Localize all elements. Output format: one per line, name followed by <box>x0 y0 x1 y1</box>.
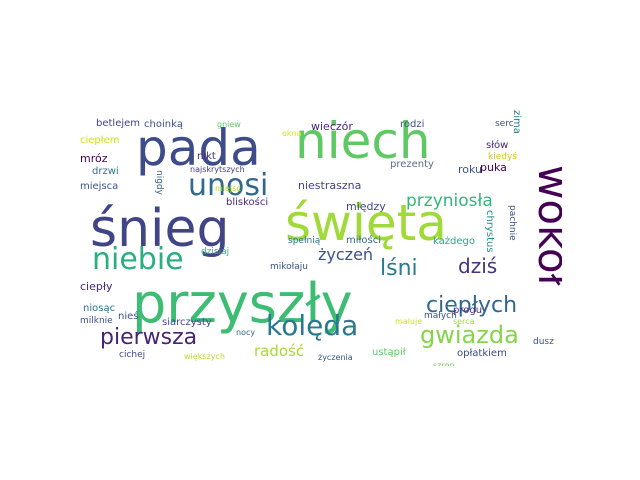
word-7: niebie <box>92 242 184 277</box>
word-26: serc <box>495 119 514 129</box>
word-6: kolęda <box>266 309 359 342</box>
word-37: nikt <box>197 151 216 162</box>
word-43: każdego <box>433 236 475 247</box>
word-42: miłości <box>346 235 381 246</box>
word-2: śnieg <box>90 199 230 259</box>
word-15: przyniosła <box>406 191 493 211</box>
word-33: mróz <box>80 152 108 165</box>
word-29: okna <box>282 129 302 138</box>
word-52: siarczysty <box>162 317 212 328</box>
word-16: radość <box>254 342 305 360</box>
word-64: szron <box>433 361 455 367</box>
word-31: choinką <box>144 119 183 130</box>
word-51: milknie <box>80 316 113 326</box>
word-40: bliskości <box>226 197 269 208</box>
word-24: zima <box>511 110 522 134</box>
word-53: nocy <box>236 328 256 337</box>
word-3: pada <box>136 119 261 177</box>
word-56: małych <box>424 311 457 321</box>
word-cloud: przyszły święta śnieg pada niech wokół kolęda n… <box>80 105 562 366</box>
word-34: drzwi <box>92 166 119 177</box>
word-25: kiedyś <box>488 152 517 162</box>
word-17: wieczór <box>311 120 353 133</box>
word-30: betlejem <box>96 118 141 129</box>
word-11: ciepłych <box>426 293 518 318</box>
word-54: maluje <box>395 317 423 326</box>
word-35: miejsca <box>80 181 119 192</box>
word-57: serca <box>453 317 475 326</box>
word-60: dusz <box>533 337 554 347</box>
word-38: najskrytszych <box>190 165 245 174</box>
word-32: ciepłem <box>80 135 120 146</box>
word-14: dziś <box>458 254 498 278</box>
word-62: większych <box>184 352 225 361</box>
word-61: cichej <box>119 350 146 360</box>
word-59: opłatkiem <box>457 348 507 359</box>
word-44: chrystus <box>484 210 495 253</box>
word-58: ustąpił <box>372 347 406 358</box>
word-8: unosi <box>188 168 269 203</box>
word-9: gwiazda <box>420 321 519 349</box>
word-50: nieś <box>118 311 139 322</box>
word-63: życzenia <box>318 353 353 362</box>
word-21: roku <box>458 163 483 176</box>
word-45: pachnie <box>507 205 517 241</box>
word-36: nigdy <box>154 170 164 195</box>
word-1: święta <box>285 194 447 252</box>
word-41: spełnią <box>288 236 321 246</box>
word-49: niosąc <box>83 303 116 314</box>
word-55: progu <box>453 305 483 316</box>
word-46: dzisiaj <box>201 247 230 257</box>
word-4: niech <box>295 112 431 170</box>
word-12: lśni <box>380 256 418 281</box>
word-47: mikołaju <box>270 262 308 272</box>
word-27: rodzi <box>400 119 425 130</box>
word-10: pierwsza <box>100 325 198 350</box>
word-5: wokół <box>529 165 562 286</box>
word-0: przyszły <box>132 272 353 335</box>
word-23: słów <box>486 140 509 151</box>
word-19: między <box>346 200 386 213</box>
word-48: ciepły <box>80 280 113 293</box>
word-13: życzeń <box>318 245 374 264</box>
word-39: miejsc <box>215 184 241 193</box>
word-20: prezenty <box>390 159 434 170</box>
word-18: niestraszna <box>298 179 362 192</box>
word-28: gniew <box>217 120 241 129</box>
word-22: puka <box>480 161 507 174</box>
